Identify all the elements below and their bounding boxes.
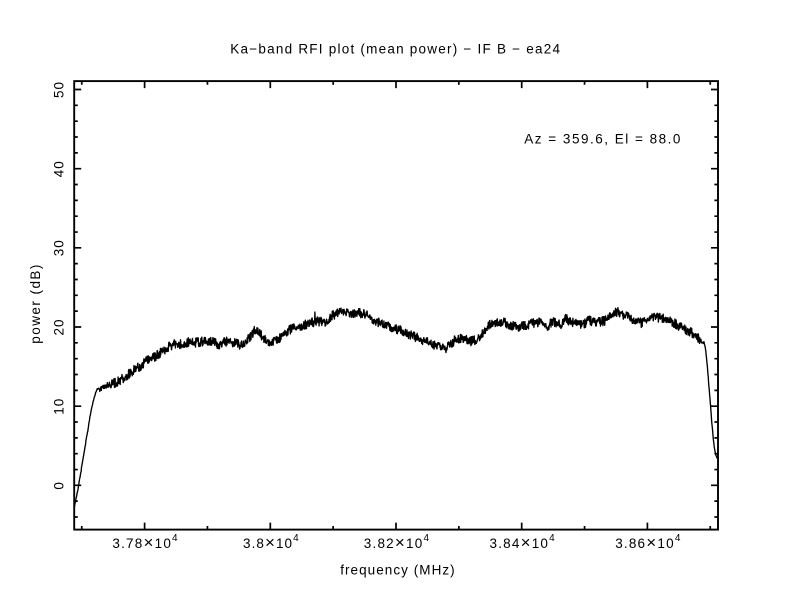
svg-text:10: 10 — [52, 398, 67, 415]
svg-text:frequency (MHz): frequency (MHz) — [340, 563, 456, 578]
svg-text:3.86×104: 3.86×104 — [615, 533, 681, 552]
svg-text:Ka−band RFI plot (mean power): Ka−band RFI plot (mean power) − IF B − e… — [230, 41, 561, 56]
svg-text:3.82×104: 3.82×104 — [364, 533, 430, 552]
svg-text:0: 0 — [52, 481, 67, 490]
svg-text:30: 30 — [52, 239, 67, 256]
svg-text:Az = 359.6, El = 88.0: Az = 359.6, El = 88.0 — [524, 132, 682, 147]
svg-text:power (dB): power (dB) — [28, 263, 43, 344]
svg-text:3.8×104: 3.8×104 — [243, 533, 299, 552]
svg-text:50: 50 — [52, 81, 67, 98]
svg-text:3.78×104: 3.78×104 — [112, 533, 178, 552]
svg-text:3.84×104: 3.84×104 — [490, 533, 556, 552]
svg-text:20: 20 — [52, 318, 67, 335]
svg-text:40: 40 — [52, 160, 67, 177]
